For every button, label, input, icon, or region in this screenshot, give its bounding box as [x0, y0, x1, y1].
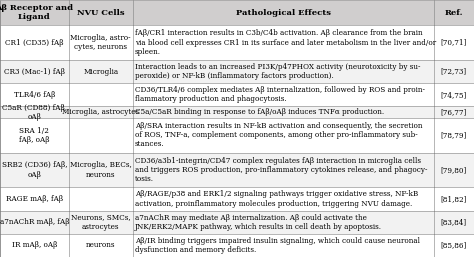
- Text: [70,71]: [70,71]: [441, 39, 467, 47]
- Text: [76,77]: [76,77]: [441, 108, 467, 116]
- Text: NVU Cells: NVU Cells: [77, 8, 125, 17]
- Text: [85,86]: [85,86]: [441, 241, 467, 249]
- Bar: [0, 60, 474, 83]
- Text: [78,79]: [78,79]: [441, 131, 467, 139]
- Text: [79,80]: [79,80]: [441, 166, 467, 174]
- Bar: [0, 153, 474, 187]
- Text: [83,84]: [83,84]: [441, 218, 467, 226]
- Bar: [0, 106, 474, 118]
- Text: Neurons, SMCs,
astrocytes: Neurons, SMCs, astrocytes: [71, 214, 130, 231]
- Text: Aβ/SRA interaction results in NF-kB activation and consequently, the secretion
o: Aβ/SRA interaction results in NF-kB acti…: [135, 122, 422, 149]
- Text: TLR4/6 fAβ: TLR4/6 fAβ: [14, 91, 55, 99]
- Text: Ref.: Ref.: [445, 8, 463, 17]
- Text: Microglia: Microglia: [83, 68, 118, 76]
- Bar: [0, 211, 474, 234]
- Bar: [0, 25, 474, 60]
- Text: IR mAβ, oAβ: IR mAβ, oAβ: [12, 241, 57, 249]
- Text: CD36/TLR4/6 complex mediates Aβ internalization, followed by ROS and proin-
flam: CD36/TLR4/6 complex mediates Aβ internal…: [135, 86, 425, 103]
- Text: a7nAChR mAβ, fAβ: a7nAChR mAβ, fAβ: [0, 218, 69, 226]
- Bar: [0, 187, 474, 211]
- Text: fAβ/CR1 interaction results in C3b/C4b activation. Aβ clearance from the brain
v: fAβ/CR1 interaction results in C3b/C4b a…: [135, 29, 436, 56]
- Text: [72,73]: [72,73]: [441, 68, 467, 76]
- Text: Aβ/RAGE/p38 and ERK1/2 signaling pathways trigger oxidative stress, NF-kB
activa: Aβ/RAGE/p38 and ERK1/2 signaling pathway…: [135, 190, 418, 208]
- Text: SRB2 (CD36) fAβ,
oAβ: SRB2 (CD36) fAβ, oAβ: [1, 161, 67, 179]
- Text: neurons: neurons: [86, 241, 116, 249]
- Bar: [0, 118, 474, 153]
- Text: CR1 (CD35) fAβ: CR1 (CD35) fAβ: [5, 39, 64, 47]
- Text: CR3 (Mac-1) fAβ: CR3 (Mac-1) fAβ: [4, 68, 65, 76]
- Text: a7nAChR may mediate Aβ internalization. Aβ could activate the
JNK/ERK2/MAPK path: a7nAChR may mediate Aβ internalization. …: [135, 214, 382, 231]
- Text: SRA 1/2
fAβ, oAβ: SRA 1/2 fAβ, oAβ: [19, 127, 50, 144]
- Text: Interaction leads to an increased PI3K/p47PHOX activity (neurotoxicity by su-
pe: Interaction leads to an increased PI3K/p…: [135, 63, 420, 80]
- Text: C5aR (CD88) fAβ,
oAβ: C5aR (CD88) fAβ, oAβ: [2, 104, 67, 121]
- Bar: [0, 234, 474, 257]
- Text: [81,82]: [81,82]: [441, 195, 467, 203]
- Text: C5a/C5aR binding in response to fAβ/oAβ induces TNFα production.: C5a/C5aR binding in response to fAβ/oAβ …: [135, 108, 384, 116]
- Text: Microglia, astrocytes: Microglia, astrocytes: [62, 108, 139, 116]
- Text: Aβ Receptor and
Ligand: Aβ Receptor and Ligand: [0, 4, 73, 21]
- Text: Pathological Effects: Pathological Effects: [236, 8, 331, 17]
- Text: RAGE mAβ, fAβ: RAGE mAβ, fAβ: [6, 195, 63, 203]
- Text: Microglia, BECs,
neurons: Microglia, BECs, neurons: [70, 161, 132, 179]
- Text: [74,75]: [74,75]: [441, 91, 467, 99]
- Text: Aβ/IR binding triggers impaired insulin signaling, which could cause neuronal
dy: Aβ/IR binding triggers impaired insulin …: [135, 237, 419, 254]
- Text: Microglia, astro-
cytes, neurons: Microglia, astro- cytes, neurons: [71, 34, 131, 51]
- Bar: [0, 83, 474, 106]
- Bar: [0, 0, 474, 25]
- Text: CD36/a3b1-integrin/CD47 complex regulates fAβ interaction in microglia cells
and: CD36/a3b1-integrin/CD47 complex regulate…: [135, 157, 427, 183]
